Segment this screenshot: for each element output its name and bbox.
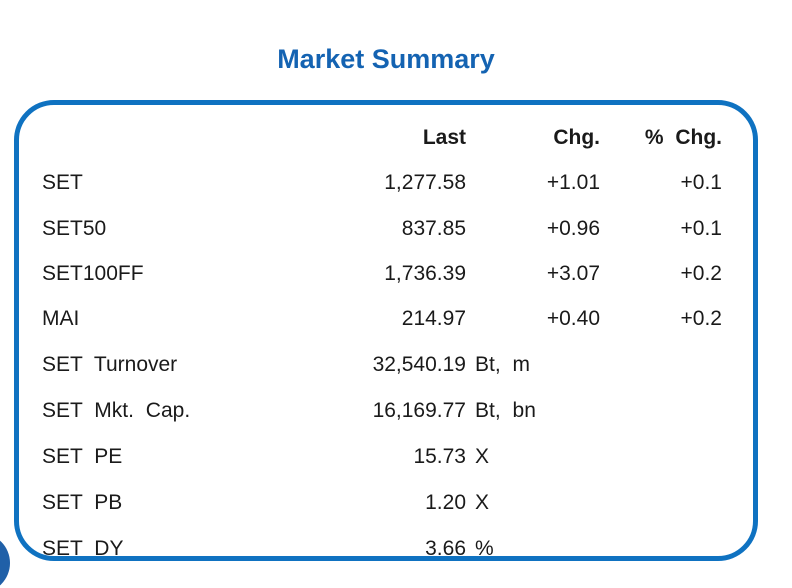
corner-decoration-circle — [0, 533, 10, 588]
row-pct-chg-value: +0.2 — [680, 307, 722, 330]
row-last-value: 214.97 — [401, 307, 466, 330]
row-last-value: 837.85 — [401, 217, 466, 240]
table-row-set: SET 1,277.58 +1.01 +0.1 — [19, 171, 753, 194]
column-header-chg: Chg. — [553, 126, 600, 149]
row-last-value: 1,277.58 — [384, 171, 466, 194]
row-label: SET PE — [42, 445, 123, 468]
row-last-value: 15.73 — [413, 445, 466, 468]
row-last-value: 16,169.77 — [372, 399, 466, 422]
column-header-last: Last — [422, 126, 466, 149]
table-row-set-pb: SET PB 1.20 X — [19, 491, 753, 514]
row-last-value: 3.66 — [425, 537, 466, 560]
table-row-set50: SET50 837.85 +0.96 +0.1 — [19, 217, 753, 240]
row-last-value: 32,540.19 — [372, 353, 466, 376]
column-header-pct-chg: % Chg. — [644, 126, 722, 149]
row-label: SET Mkt. Cap. — [42, 399, 191, 422]
row-chg-value: +3.07 — [546, 262, 600, 285]
row-unit: Bt, m — [475, 353, 531, 376]
row-last-value: 1.20 — [425, 491, 466, 514]
market-summary-box: Last Chg. % Chg. SET 1,277.58 +1.01 +0.1… — [14, 100, 758, 561]
row-label: SET — [42, 171, 83, 194]
page-title: Market Summary — [277, 44, 495, 74]
row-unit: X — [475, 445, 490, 468]
row-label: SET PB — [42, 491, 123, 514]
table-row-set-turnover: SET Turnover 32,540.19 Bt, m — [19, 353, 753, 376]
row-pct-chg-value: +0.1 — [680, 171, 722, 194]
row-last-value: 1,736.39 — [384, 262, 466, 285]
row-chg-value: +1.01 — [546, 171, 600, 194]
table-row-set100ff: SET100FF 1,736.39 +3.07 +0.2 — [19, 262, 753, 285]
row-label: SET Turnover — [42, 353, 178, 376]
row-chg-value: +0.40 — [546, 307, 600, 330]
row-unit: X — [475, 491, 490, 514]
table-header-row: Last Chg. % Chg. — [19, 126, 753, 149]
row-pct-chg-value: +0.1 — [680, 217, 722, 240]
table-row-set-dy: SET DY 3.66 % — [19, 537, 753, 560]
row-unit: Bt, bn — [475, 399, 536, 422]
row-chg-value: +0.96 — [546, 217, 600, 240]
row-unit: % — [475, 537, 494, 560]
table-row-mai: MAI 214.97 +0.40 +0.2 — [19, 307, 753, 330]
row-label: SET DY — [42, 537, 124, 560]
row-pct-chg-value: +0.2 — [680, 262, 722, 285]
row-label: SET50 — [42, 217, 107, 240]
row-label: SET100FF — [42, 262, 144, 285]
row-label: MAI — [42, 307, 80, 330]
table-row-set-pe: SET PE 15.73 X — [19, 445, 753, 468]
table-row-set-mkt-cap: SET Mkt. Cap. 16,169.77 Bt, bn — [19, 399, 753, 422]
